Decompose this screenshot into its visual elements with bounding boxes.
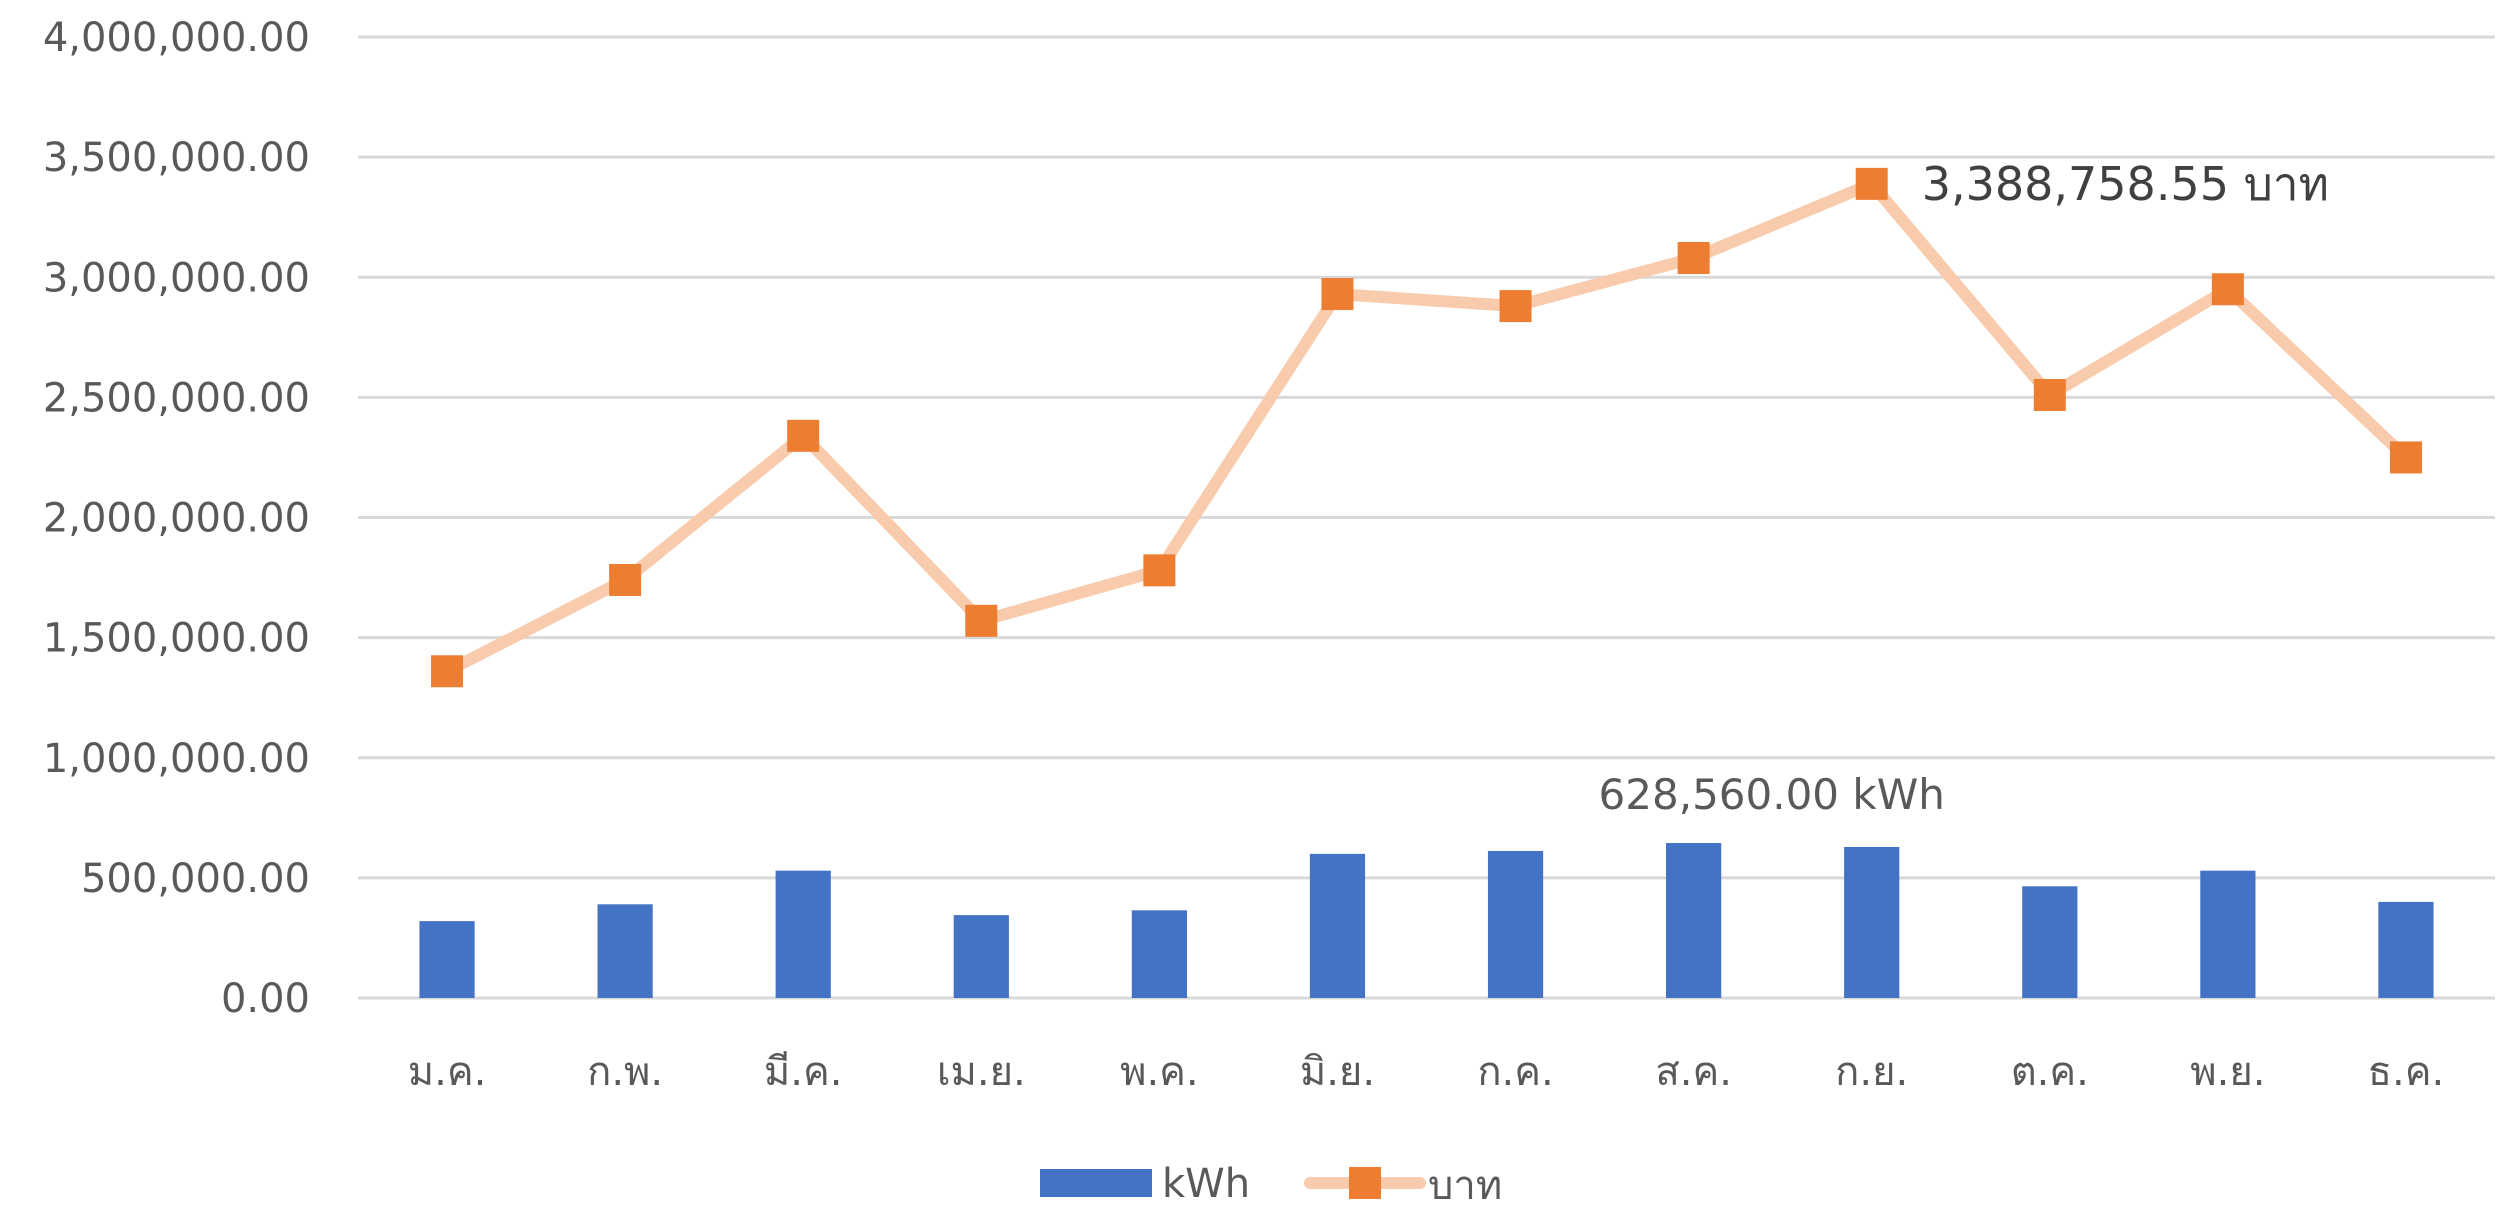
baht-marker (1143, 554, 1176, 587)
x-tick-label: ก.พ. (587, 1049, 663, 1095)
x-tick-label: พ.ย. (2190, 1049, 2265, 1095)
legend-kwh-swatch (1040, 1169, 1152, 1197)
bar-kwh (1666, 843, 1722, 998)
x-axis-ticks: ม.ค. ก.พ. มี.ค. เม.ย. พ.ค. มิ.ย. ก.ค. ส.ค. ก.ย. ต… (408, 1049, 2445, 1095)
baht-line (431, 167, 2422, 688)
x-tick-label: มี.ค. (764, 1049, 843, 1095)
legend-baht-label: บาท (1428, 1163, 1502, 1208)
bar-kwh (597, 904, 653, 998)
data-label-kwh: 628,560.00 kWh (1599, 770, 1945, 819)
bar-kwh (1844, 846, 1900, 998)
baht-line-path (441, 177, 2412, 678)
bar-kwh (2200, 870, 2256, 998)
x-tick-label: เม.ย. (937, 1049, 1026, 1095)
y-tick-label: 4,000,000.00 (43, 15, 310, 61)
bar-kwh (2378, 901, 2434, 998)
baht-marker (2389, 441, 2422, 474)
bar-kwh (1131, 910, 1187, 998)
data-label-baht: 3,388,758.55 บาท (1922, 157, 2329, 211)
gridlines (358, 35, 2495, 1000)
baht-marker (2211, 273, 2244, 306)
bar-kwh (419, 921, 475, 998)
annotations: 3,388,758.55 บาท 628,560.00 kWh (1599, 157, 2329, 819)
legend-kwh-label: kWh (1162, 1161, 1250, 1207)
bar-kwh (1487, 850, 1544, 998)
y-axis-ticks: 0.00 500,000.00 1,000,000.00 1,500,000.00 2,… (43, 15, 310, 1022)
y-tick-label: 3,000,000.00 (43, 255, 310, 301)
baht-marker (1677, 242, 1710, 275)
y-tick-label: 2,000,000.00 (43, 496, 310, 542)
bar-kwh (953, 915, 1009, 998)
y-tick-label: 1,000,000.00 (43, 736, 310, 782)
bar-kwh (2022, 886, 2078, 998)
baht-marker (609, 563, 642, 596)
x-tick-label: ส.ค. (1655, 1049, 1732, 1095)
x-tick-label: ต.ค. (2011, 1049, 2089, 1095)
x-tick-label: ธ.ค. (2368, 1049, 2445, 1095)
y-tick-label: 2,500,000.00 (43, 375, 310, 421)
legend: kWh บาท (1040, 1161, 1502, 1208)
baht-marker (1499, 290, 1532, 323)
baht-marker (2033, 378, 2066, 411)
x-tick-label: ก.ย. (1835, 1049, 1908, 1095)
x-tick-label: ม.ค. (408, 1049, 487, 1095)
bar-kwh (775, 870, 831, 998)
y-tick-label: 0.00 (221, 976, 310, 1022)
bar-kwh (1309, 853, 1366, 998)
baht-marker (431, 655, 464, 688)
y-tick-label: 500,000.00 (81, 856, 310, 902)
x-tick-label: ก.ค. (1477, 1049, 1553, 1095)
y-tick-label: 3,500,000.00 (43, 135, 310, 181)
y-tick-label: 1,500,000.00 (43, 616, 310, 662)
legend-baht-marker (1349, 1167, 1381, 1199)
x-tick-label: มิ.ย. (1300, 1049, 1375, 1095)
baht-marker (1321, 278, 1354, 311)
baht-marker (965, 604, 998, 637)
x-tick-label: พ.ค. (1120, 1049, 1199, 1095)
kwh-bars (419, 843, 2434, 998)
baht-marker (1855, 167, 1888, 200)
baht-marker (787, 419, 820, 452)
